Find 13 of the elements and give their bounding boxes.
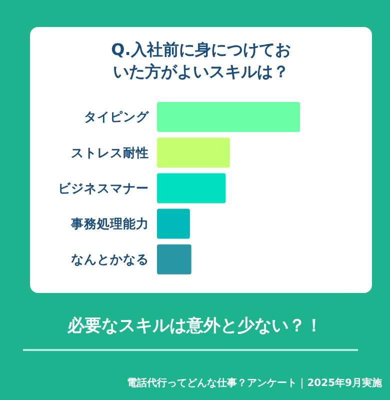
y-tick-label: ビジネスマナー [58, 180, 149, 196]
text: 必要なスキルは意外と少ない？！ [66, 315, 324, 337]
bar [157, 173, 226, 204]
bar [157, 244, 192, 274]
y-tick-label: ストレス耐性 [71, 144, 149, 160]
bar [157, 208, 190, 239]
bar [157, 102, 300, 132]
text: 電話代行ってどんな仕事？アンケート｜2025年9月実施 [127, 376, 382, 390]
chart-title: Q.入社前に身につけておいた方がよいスキルは？ [110, 39, 292, 83]
bar [157, 138, 230, 168]
y-tick-label: 事務処理能力 [70, 216, 149, 232]
y-tick-label: なんとかなる [71, 252, 149, 267]
y-tick-label: タイピング [84, 109, 150, 124]
